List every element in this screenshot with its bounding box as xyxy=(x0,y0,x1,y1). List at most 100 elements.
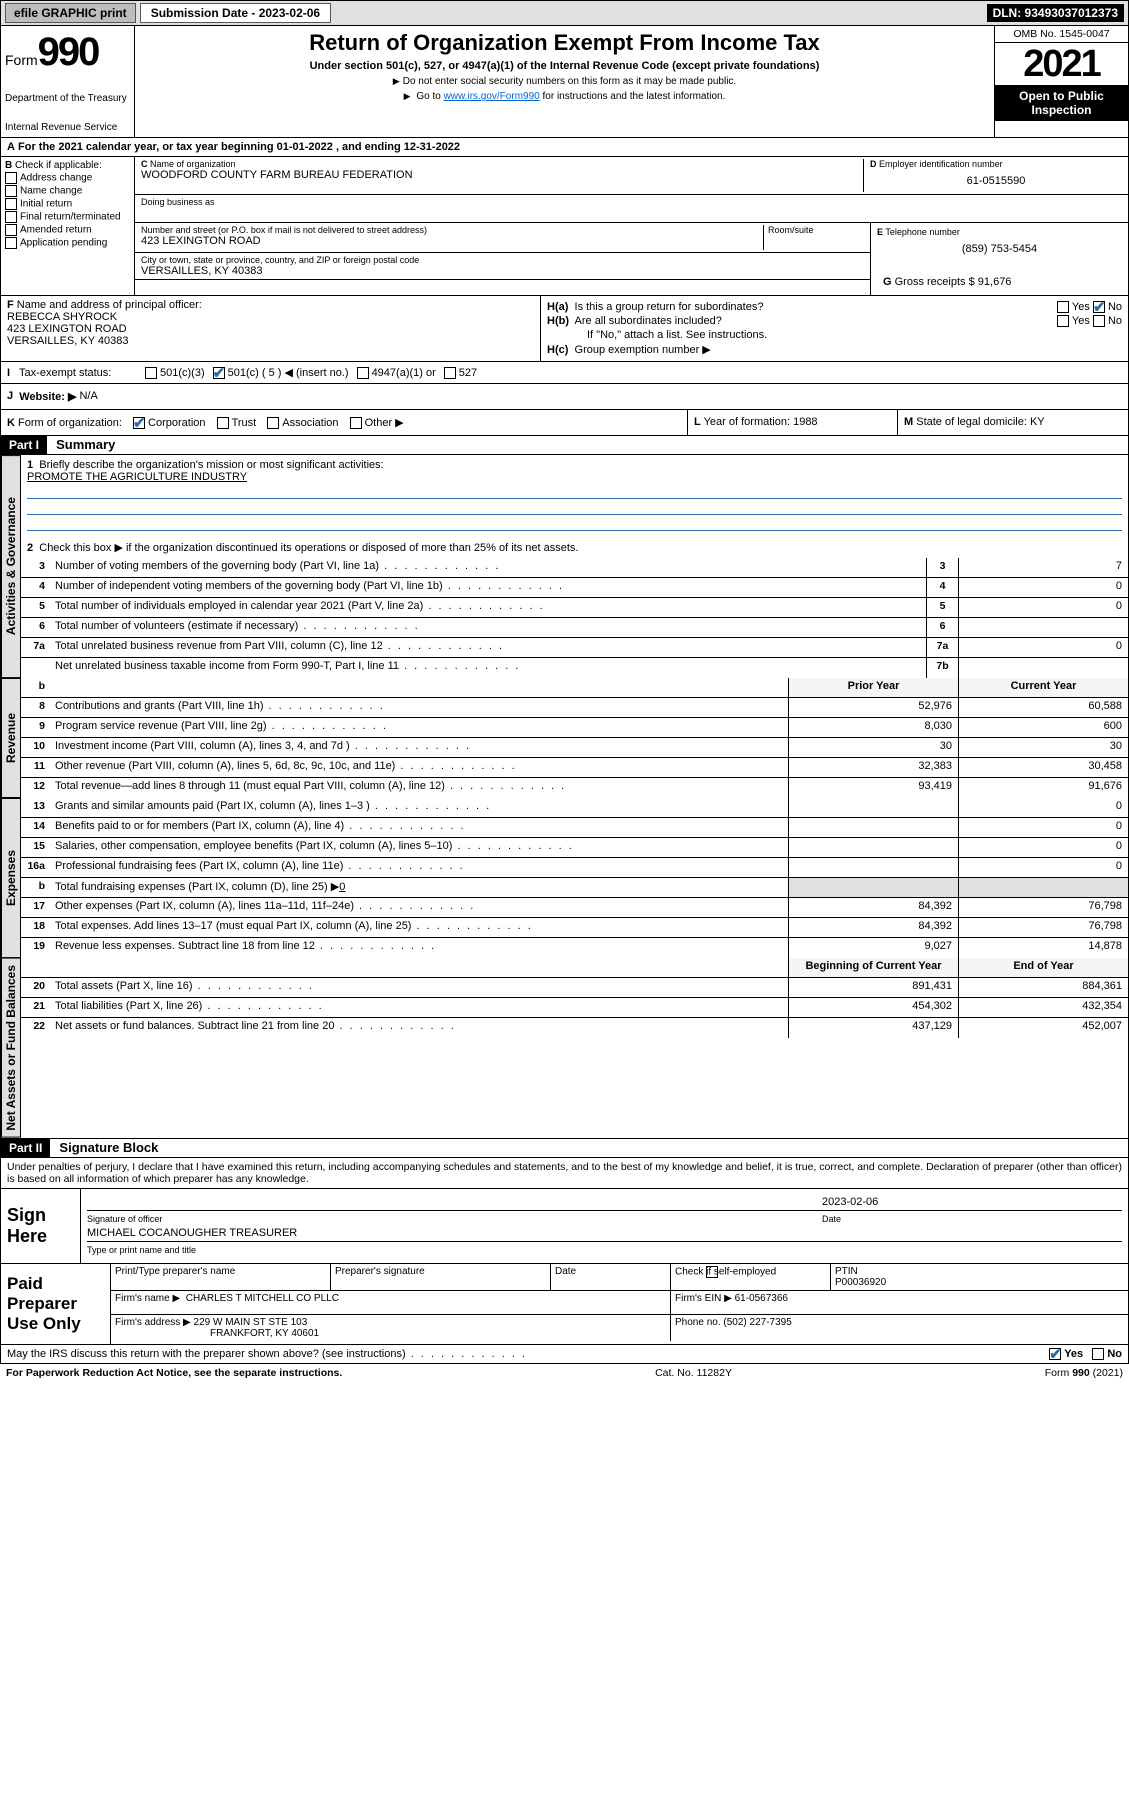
cb-corp[interactable] xyxy=(133,417,145,429)
irs-label: Internal Revenue Service xyxy=(5,122,130,133)
part2-tag: Part II xyxy=(1,1139,50,1157)
irs-link[interactable]: www.irs.gov/Form990 xyxy=(444,91,540,102)
form-subtitle: Under section 501(c), 527, or 4947(a)(1)… xyxy=(141,60,988,72)
gross-receipts: 91,676 xyxy=(978,276,1012,288)
py-8: 52,976 xyxy=(788,698,958,717)
form-title: Return of Organization Exempt From Incom… xyxy=(141,30,988,56)
form-number: 990 xyxy=(38,30,99,74)
officer-name: REBECCA SHYROCK xyxy=(7,311,534,323)
cb-hb-yes[interactable] xyxy=(1057,315,1069,327)
cy-15: 0 xyxy=(958,838,1128,857)
firm-address: 229 W MAIN ST STE 103 xyxy=(194,1317,308,1328)
hdr-end-year: End of Year xyxy=(958,958,1128,977)
line-a-taxyear: A For the 2021 calendar year, or tax yea… xyxy=(0,138,1129,157)
cb-address-change[interactable] xyxy=(5,172,17,184)
gov-val-6 xyxy=(958,618,1128,637)
omb-number: OMB No. 1545-0047 xyxy=(995,26,1128,43)
cy-19: 14,878 xyxy=(958,938,1128,958)
cb-501c3[interactable] xyxy=(145,367,157,379)
col-cd: C Name of organization WOODFORD COUNTY F… xyxy=(135,157,1128,295)
page-footer: For Paperwork Reduction Act Notice, see … xyxy=(0,1364,1129,1382)
cb-4947[interactable] xyxy=(357,367,369,379)
cy-8: 60,588 xyxy=(958,698,1128,717)
hdr-beginning-year: Beginning of Current Year xyxy=(788,958,958,977)
tax-year: 2021 xyxy=(995,43,1128,85)
hdr-prior-year: Prior Year xyxy=(788,678,958,697)
firm-phone: (502) 227-7395 xyxy=(723,1317,791,1328)
form-header: Form990 Department of the Treasury Inter… xyxy=(0,26,1129,138)
cat-no: Cat. No. 11282Y xyxy=(342,1367,1044,1379)
firm-ein: 61-0567366 xyxy=(735,1293,788,1304)
row-j-website: J Website: ▶ N/A xyxy=(0,384,1129,410)
py-9: 8,030 xyxy=(788,718,958,737)
cb-discuss-no[interactable] xyxy=(1092,1348,1104,1360)
py-12: 93,419 xyxy=(788,778,958,798)
cb-527[interactable] xyxy=(444,367,456,379)
gov-val-5: 0 xyxy=(958,598,1128,617)
ptin: P00036920 xyxy=(835,1277,1124,1288)
cy-10: 30 xyxy=(958,738,1128,757)
dln-badge: DLN: 93493037012373 xyxy=(987,4,1124,22)
part2-title: Signature Block xyxy=(53,1140,158,1155)
cy-17: 76,798 xyxy=(958,898,1128,917)
topbar: efile GRAPHIC print Submission Date - 20… xyxy=(0,0,1129,26)
cy-21: 432,354 xyxy=(958,998,1128,1017)
py-22: 437,129 xyxy=(788,1018,958,1038)
street-address: 423 LEXINGTON ROAD xyxy=(141,235,763,247)
submission-date: Submission Date - 2023-02-06 xyxy=(140,3,331,23)
py-11: 32,383 xyxy=(788,758,958,777)
part1-title: Summary xyxy=(50,437,115,452)
cb-self-employed[interactable] xyxy=(706,1266,718,1278)
cb-application-pending[interactable] xyxy=(5,237,17,249)
paperwork-notice: For Paperwork Reduction Act Notice, see … xyxy=(6,1367,342,1379)
cy-11: 30,458 xyxy=(958,758,1128,777)
gov-val-7a: 0 xyxy=(958,638,1128,657)
cy-9: 600 xyxy=(958,718,1128,737)
cb-trust[interactable] xyxy=(217,417,229,429)
cb-initial-return[interactable] xyxy=(5,198,17,210)
cb-ha-yes[interactable] xyxy=(1057,301,1069,313)
cb-ha-no[interactable] xyxy=(1093,301,1105,313)
open-public-badge: Open to Public Inspection xyxy=(995,85,1128,121)
cb-assoc[interactable] xyxy=(267,417,279,429)
cb-amended-return[interactable] xyxy=(5,224,17,236)
cy-16a: 0 xyxy=(958,858,1128,877)
officer-city: VERSAILLES, KY 40383 xyxy=(7,335,534,347)
firm-name: CHARLES T MITCHELL CO PLLC xyxy=(186,1293,339,1304)
part1-tag: Part I xyxy=(1,436,47,454)
mission-text: PROMOTE THE AGRICULTURE INDUSTRY xyxy=(27,471,1122,483)
cb-501c[interactable] xyxy=(213,367,225,379)
cy-22: 452,007 xyxy=(958,1018,1128,1038)
cb-discuss-yes[interactable] xyxy=(1049,1348,1061,1360)
py-21: 454,302 xyxy=(788,998,958,1017)
fgh-block: F Name and address of principal officer:… xyxy=(0,296,1129,362)
hdr-current-year: Current Year xyxy=(958,678,1128,697)
section-revenue: Revenue b Prior Year Current Year 8Contr… xyxy=(0,678,1129,798)
cb-final-return[interactable] xyxy=(5,211,17,223)
vtab-governance: Activities & Governance xyxy=(1,455,21,678)
paid-preparer: Paid Preparer Use Only Print/Type prepar… xyxy=(1,1263,1128,1344)
row-klm: K Form of organization: Corporation Trus… xyxy=(0,410,1129,436)
py-19: 9,027 xyxy=(788,938,958,958)
col-b-checkboxes: B Check if applicable: Address change Na… xyxy=(1,157,135,295)
cb-hb-no[interactable] xyxy=(1093,315,1105,327)
section-net-assets: Net Assets or Fund Balances Beginning of… xyxy=(0,958,1129,1139)
py-14 xyxy=(788,818,958,837)
dept-treasury: Department of the Treasury xyxy=(5,93,130,104)
header-left: Form990 Department of the Treasury Inter… xyxy=(1,26,135,137)
year-formation: 1988 xyxy=(793,416,817,428)
cy-18: 76,798 xyxy=(958,918,1128,937)
py-13 xyxy=(788,798,958,817)
efile-print-button[interactable]: efile GRAPHIC print xyxy=(5,3,136,23)
section-expenses: Expenses 13Grants and similar amounts pa… xyxy=(0,798,1129,958)
gov-val-7b xyxy=(958,658,1128,678)
cb-other[interactable] xyxy=(350,417,362,429)
cb-name-change[interactable] xyxy=(5,185,17,197)
city-state-zip: VERSAILLES, KY 40383 xyxy=(141,265,864,277)
sign-here-label: Sign Here xyxy=(1,1189,81,1263)
note-instructions: Go to www.irs.gov/Form990 for instructio… xyxy=(141,91,988,102)
gov-val-4: 0 xyxy=(958,578,1128,597)
py-15 xyxy=(788,838,958,857)
info-block: B Check if applicable: Address change Na… xyxy=(0,157,1129,296)
gov-val-3: 7 xyxy=(958,558,1128,577)
